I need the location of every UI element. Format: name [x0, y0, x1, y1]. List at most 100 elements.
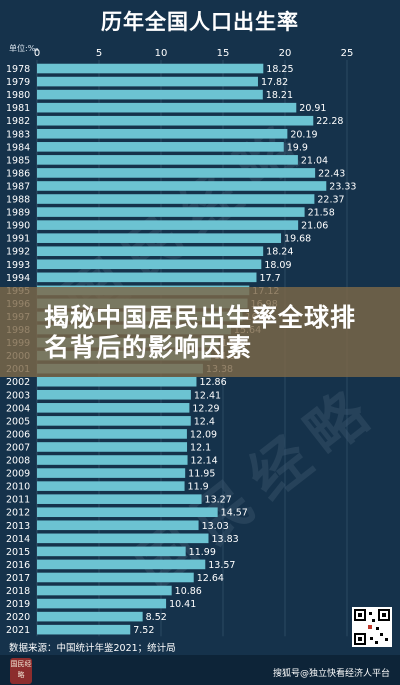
category-label: 1992: [6, 247, 30, 258]
category-label: 2018: [6, 586, 30, 597]
bar: [37, 128, 288, 139]
category-label: 2006: [6, 429, 30, 440]
category-label: 2016: [6, 560, 30, 571]
value-label: 12.41: [194, 390, 221, 401]
value-label: 23.33: [329, 181, 356, 192]
value-label: 10.86: [175, 586, 202, 597]
category-label: 2007: [6, 442, 30, 453]
x-tick-label: 10: [155, 48, 168, 59]
value-label: 14.57: [221, 508, 248, 519]
category-label: 2008: [6, 456, 30, 467]
category-label: 1985: [6, 155, 30, 166]
x-tick-label: 5: [96, 48, 102, 59]
bar: [37, 546, 186, 557]
bar: [37, 194, 315, 204]
category-label: 1993: [6, 260, 30, 271]
category-label: 1994: [6, 273, 30, 284]
category-label: 1981: [6, 103, 30, 114]
value-label: 10.41: [169, 599, 196, 610]
category-label: 1980: [6, 90, 30, 101]
category-label: 1984: [6, 142, 30, 153]
value-label: 21.58: [308, 208, 335, 219]
category-label: 2019: [6, 599, 30, 610]
x-tick-label: 0: [34, 48, 40, 59]
bar: [37, 272, 257, 283]
value-label: 21.04: [301, 155, 328, 166]
category-label: 2020: [6, 612, 30, 623]
x-tick-label: 15: [217, 48, 230, 59]
chart-title: 历年全国人口出生率: [101, 10, 299, 34]
value-label: 12.64: [197, 573, 224, 584]
unit-label: 单位:‰: [9, 44, 39, 53]
category-label: 1990: [6, 221, 30, 232]
x-tick-label: 25: [341, 48, 354, 59]
bar: [37, 494, 202, 504]
data-source: 数据来源：中国统计年鉴2021；统计局: [9, 643, 176, 654]
headline-text: 揭秘中国居民出生率全球排名背后的影响因素: [44, 303, 357, 362]
value-label: 11.99: [189, 547, 216, 558]
bar: [37, 63, 264, 74]
value-label: 13.27: [205, 495, 232, 506]
bar: [37, 507, 218, 518]
bar: [37, 376, 197, 387]
bar: [37, 142, 284, 152]
category-label: 1991: [6, 234, 30, 245]
bar: [37, 533, 209, 544]
category-label: 1979: [6, 77, 30, 88]
value-label: 19.68: [284, 234, 311, 245]
value-label: 11.95: [188, 469, 215, 480]
bar: [37, 520, 199, 531]
value-label: 18.21: [266, 90, 293, 101]
category-label: 2011: [6, 495, 30, 506]
category-label: 2015: [6, 547, 30, 558]
value-label: 20.91: [299, 103, 326, 114]
bar: [37, 416, 191, 426]
value-label: 13.57: [208, 560, 235, 571]
value-label: 21.06: [301, 221, 328, 232]
value-label: 19.9: [287, 142, 308, 153]
value-label: 12.14: [191, 456, 218, 467]
value-label: 18.09: [264, 260, 291, 271]
qr-code: [352, 607, 392, 647]
bar: [37, 481, 185, 491]
value-label: 11.9: [188, 482, 209, 493]
value-label: 17.82: [261, 77, 288, 88]
category-label: 2004: [6, 403, 30, 414]
value-label: 12.86: [199, 377, 226, 388]
category-label: 1988: [6, 195, 30, 206]
bar: [37, 598, 167, 609]
headline-banner: [0, 287, 400, 377]
value-label: 12.29: [192, 403, 219, 414]
bar: [37, 89, 263, 100]
bar: [37, 115, 314, 126]
logo-badge: 国民经略: [10, 658, 32, 684]
x-tick-label: 20: [279, 48, 292, 59]
bar: [37, 259, 262, 270]
category-label: 1978: [6, 64, 30, 75]
bar: [37, 429, 187, 439]
footer-bar: [0, 655, 400, 685]
bar: [37, 455, 188, 465]
category-label: 2002: [6, 377, 30, 388]
category-label: 2021: [6, 625, 30, 636]
value-label: 13.83: [211, 534, 238, 545]
bar: [37, 572, 194, 583]
value-label: 20.19: [290, 129, 317, 140]
bar: [37, 233, 282, 243]
bar: [37, 76, 258, 87]
value-label: 7.52: [133, 625, 154, 636]
category-label: 1989: [6, 208, 30, 219]
category-label: 2005: [6, 416, 30, 427]
value-label: 17.7: [259, 273, 280, 284]
bar: [37, 102, 297, 113]
bar: [37, 207, 305, 217]
category-label: 2003: [6, 390, 30, 401]
bar: [37, 168, 316, 178]
bar: [37, 389, 191, 400]
category-label: 1987: [6, 181, 30, 192]
category-label: 2010: [6, 482, 30, 493]
value-label: 22.37: [317, 195, 344, 206]
bar: [37, 155, 298, 165]
bar: [37, 442, 188, 452]
